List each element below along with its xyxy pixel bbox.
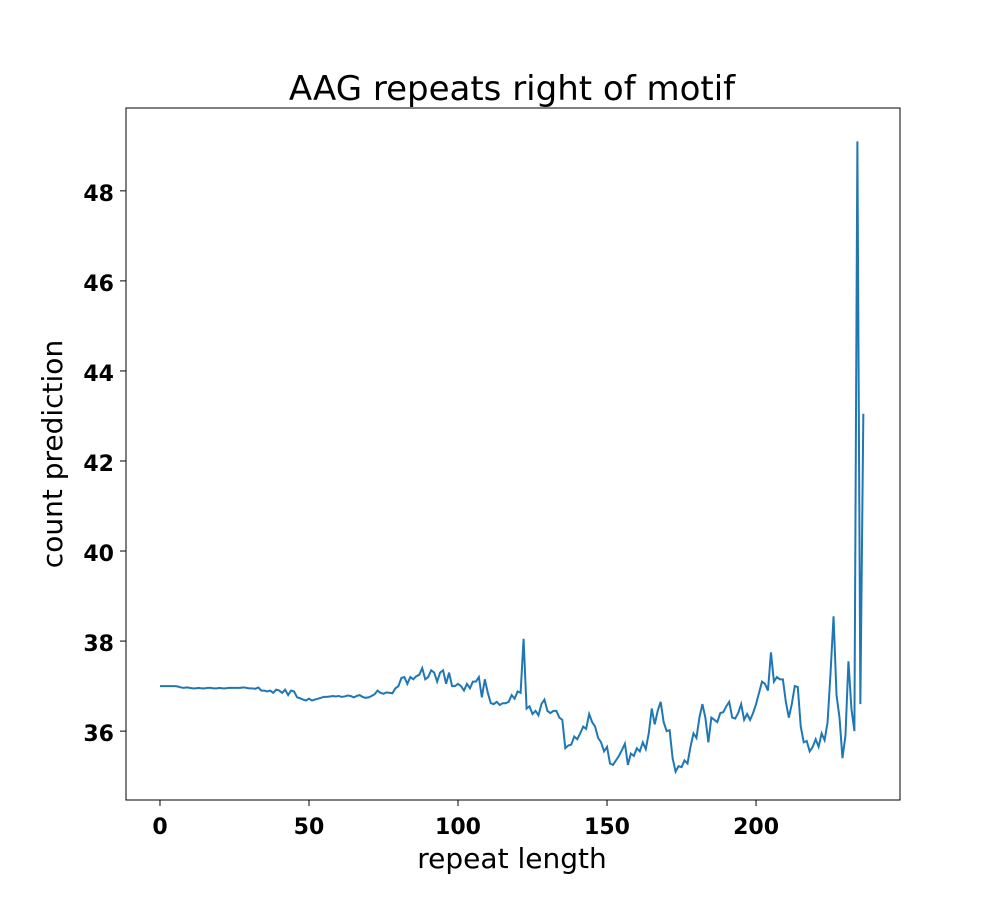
y-tick-label: 44 <box>83 362 114 387</box>
y-tick-label: 46 <box>83 272 114 297</box>
x-tick-label: 100 <box>435 815 481 840</box>
y-tick-label: 38 <box>83 632 114 657</box>
data-line <box>159 141 865 775</box>
x-tick-label: 0 <box>152 815 167 840</box>
plot-frame <box>125 107 901 801</box>
chart-title: AAG repeats right of motif <box>289 69 736 109</box>
y-tick-label: 36 <box>83 722 114 747</box>
x-tick-label: 50 <box>294 815 325 840</box>
x-tick-label: 150 <box>584 815 630 840</box>
y-tick-label: 42 <box>83 452 114 477</box>
y-tick-label: 48 <box>83 182 114 207</box>
y-axis-label: count prediction <box>36 340 69 568</box>
x-tick-label: 200 <box>733 815 779 840</box>
y-tick-label: 40 <box>83 542 114 567</box>
x-axis-label: repeat length <box>417 842 606 875</box>
